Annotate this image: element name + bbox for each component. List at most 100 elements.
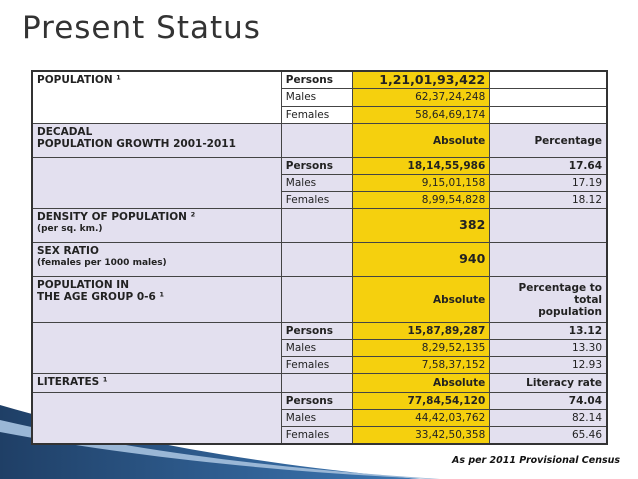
cell <box>489 242 608 277</box>
percentage: 82.14 <box>571 412 602 424</box>
cell: 9,15,01,158 <box>351 174 491 192</box>
row-label: Persons <box>285 395 333 407</box>
cell: 1,21,01,93,422 <box>351 70 491 89</box>
data-row: POPULATION ¹ Persons 1,21,01,93,422 <box>31 70 608 124</box>
value: 940 <box>459 251 486 266</box>
footnote: As per 2011 Provisional Census <box>452 455 621 466</box>
label-line: DENSITY OF POPULATION ² <box>37 211 196 223</box>
cell: Males <box>280 88 353 107</box>
section-label <box>31 322 282 374</box>
data-row: Males 62,37,24,248 <box>32 88 608 107</box>
percentage: 12.93 <box>571 359 602 371</box>
row-label: Persons <box>285 325 333 337</box>
label-line: POPULATION GROWTH 2001-2011 <box>37 138 236 150</box>
section-label: POPULATION ¹ <box>31 70 282 124</box>
data-row: Males 8,29,52,135 13.30 <box>32 339 608 357</box>
cell: Absolute <box>351 123 491 158</box>
value: 8,99,54,828 <box>421 194 486 206</box>
cell: 940 <box>351 242 491 277</box>
value: 1,21,01,93,422 <box>379 71 486 87</box>
value: 58,64,69,174 <box>415 108 486 121</box>
cell: 8,29,52,135 <box>351 339 491 357</box>
percentage: 13.12 <box>568 325 602 337</box>
census-table: POPULATION ¹ Persons 1,21,01,93,422 Males 62… <box>31 70 608 445</box>
value: 15,87,89,287 <box>407 325 486 337</box>
cell <box>489 208 608 243</box>
cell: 58,64,69,174 <box>351 105 491 124</box>
value: 8,29,52,135 <box>421 342 486 354</box>
cell: 33,42,50,358 <box>351 426 491 444</box>
value: 33,42,50,358 <box>415 428 486 441</box>
cell: 15,87,89,287 <box>351 322 491 340</box>
cell <box>489 70 608 89</box>
column-header: Absolute <box>432 377 486 389</box>
header-row: DENSITY OF POPULATION ² (per sq. km.) 382 <box>31 208 608 243</box>
row-label: Males <box>285 342 317 354</box>
percentage: 74.04 <box>568 395 602 407</box>
cell <box>489 88 608 107</box>
cell: Persons <box>280 157 353 175</box>
cell: Absolute <box>351 373 491 393</box>
value: 7,58,37,152 <box>421 359 486 371</box>
label-line: POPULATION ¹ <box>37 74 121 86</box>
cell: 382 <box>351 208 491 243</box>
cell: Males <box>280 174 353 192</box>
section-label <box>31 392 282 444</box>
data-row: Females 8,99,54,828 18.12 <box>32 191 608 209</box>
value: 18,14,55,986 <box>407 160 486 172</box>
cell: Females <box>280 191 353 209</box>
cell <box>489 105 608 124</box>
cell: 44,42,03,762 <box>351 409 491 427</box>
column-header: Absolute <box>432 293 486 306</box>
row-label: Females <box>285 359 330 371</box>
cell: 17.19 <box>489 174 608 192</box>
cell: 82.14 <box>489 409 608 427</box>
label-line: POPULATION IN <box>37 279 129 291</box>
row-label: Males <box>285 91 317 104</box>
cell: Females <box>280 105 353 124</box>
data-row: Persons 77,84,54,120 74.04 <box>31 392 608 444</box>
value: 62,37,24,248 <box>415 91 486 104</box>
cell: 12.93 <box>489 356 608 374</box>
cell: 18,14,55,986 <box>351 157 491 175</box>
cell <box>280 276 353 323</box>
column-header: Percentage to total population <box>518 281 602 318</box>
data-row: Males 9,15,01,158 17.19 <box>32 174 608 192</box>
data-row: Persons 18,14,55,986 17.64 <box>31 157 608 209</box>
label-line: DECADAL <box>37 126 93 138</box>
row-label: Females <box>285 428 330 441</box>
cell: Females <box>280 356 353 374</box>
header-row: LITERATES ¹ Absolute Literacy rate <box>31 373 608 393</box>
cell <box>280 373 353 393</box>
cell: Percentage <box>489 123 608 158</box>
section-label: DECADAL POPULATION GROWTH 2001-2011 <box>31 123 282 158</box>
label-line: SEX RATIO <box>37 245 99 257</box>
section-label: DENSITY OF POPULATION ² (per sq. km.) <box>31 208 282 243</box>
cell: 13.30 <box>489 339 608 357</box>
cell: 18.12 <box>489 191 608 209</box>
percentage: 65.46 <box>571 428 602 441</box>
cell: Females <box>280 426 353 444</box>
cell: Persons <box>280 70 353 89</box>
value: 44,42,03,762 <box>415 412 486 424</box>
cell: 74.04 <box>489 392 608 410</box>
data-row: Females 33,42,50,358 65.46 <box>32 426 608 444</box>
cell <box>280 123 353 158</box>
label-line: LITERATES ¹ <box>37 376 108 388</box>
value: 77,84,54,120 <box>407 395 486 407</box>
data-row: Females 7,58,37,152 12.93 <box>32 356 608 374</box>
cell: 17.64 <box>489 157 608 175</box>
header-row: SEX RATIO (females per 1000 males) 940 <box>31 242 608 277</box>
cell: Literacy rate <box>489 373 608 393</box>
row-label: Persons <box>285 160 333 172</box>
cell <box>280 242 353 277</box>
section-label: POPULATION IN THE AGE GROUP 0-6 ¹ <box>31 276 282 323</box>
label-note: (per sq. km.) <box>37 224 103 234</box>
label-line: THE AGE GROUP 0-6 ¹ <box>37 291 165 303</box>
cell: 13.12 <box>489 322 608 340</box>
row-label: Persons <box>285 74 333 86</box>
percentage: 17.19 <box>571 177 602 189</box>
header-row: POPULATION IN THE AGE GROUP 0-6 ¹ Absolute… <box>31 276 608 323</box>
